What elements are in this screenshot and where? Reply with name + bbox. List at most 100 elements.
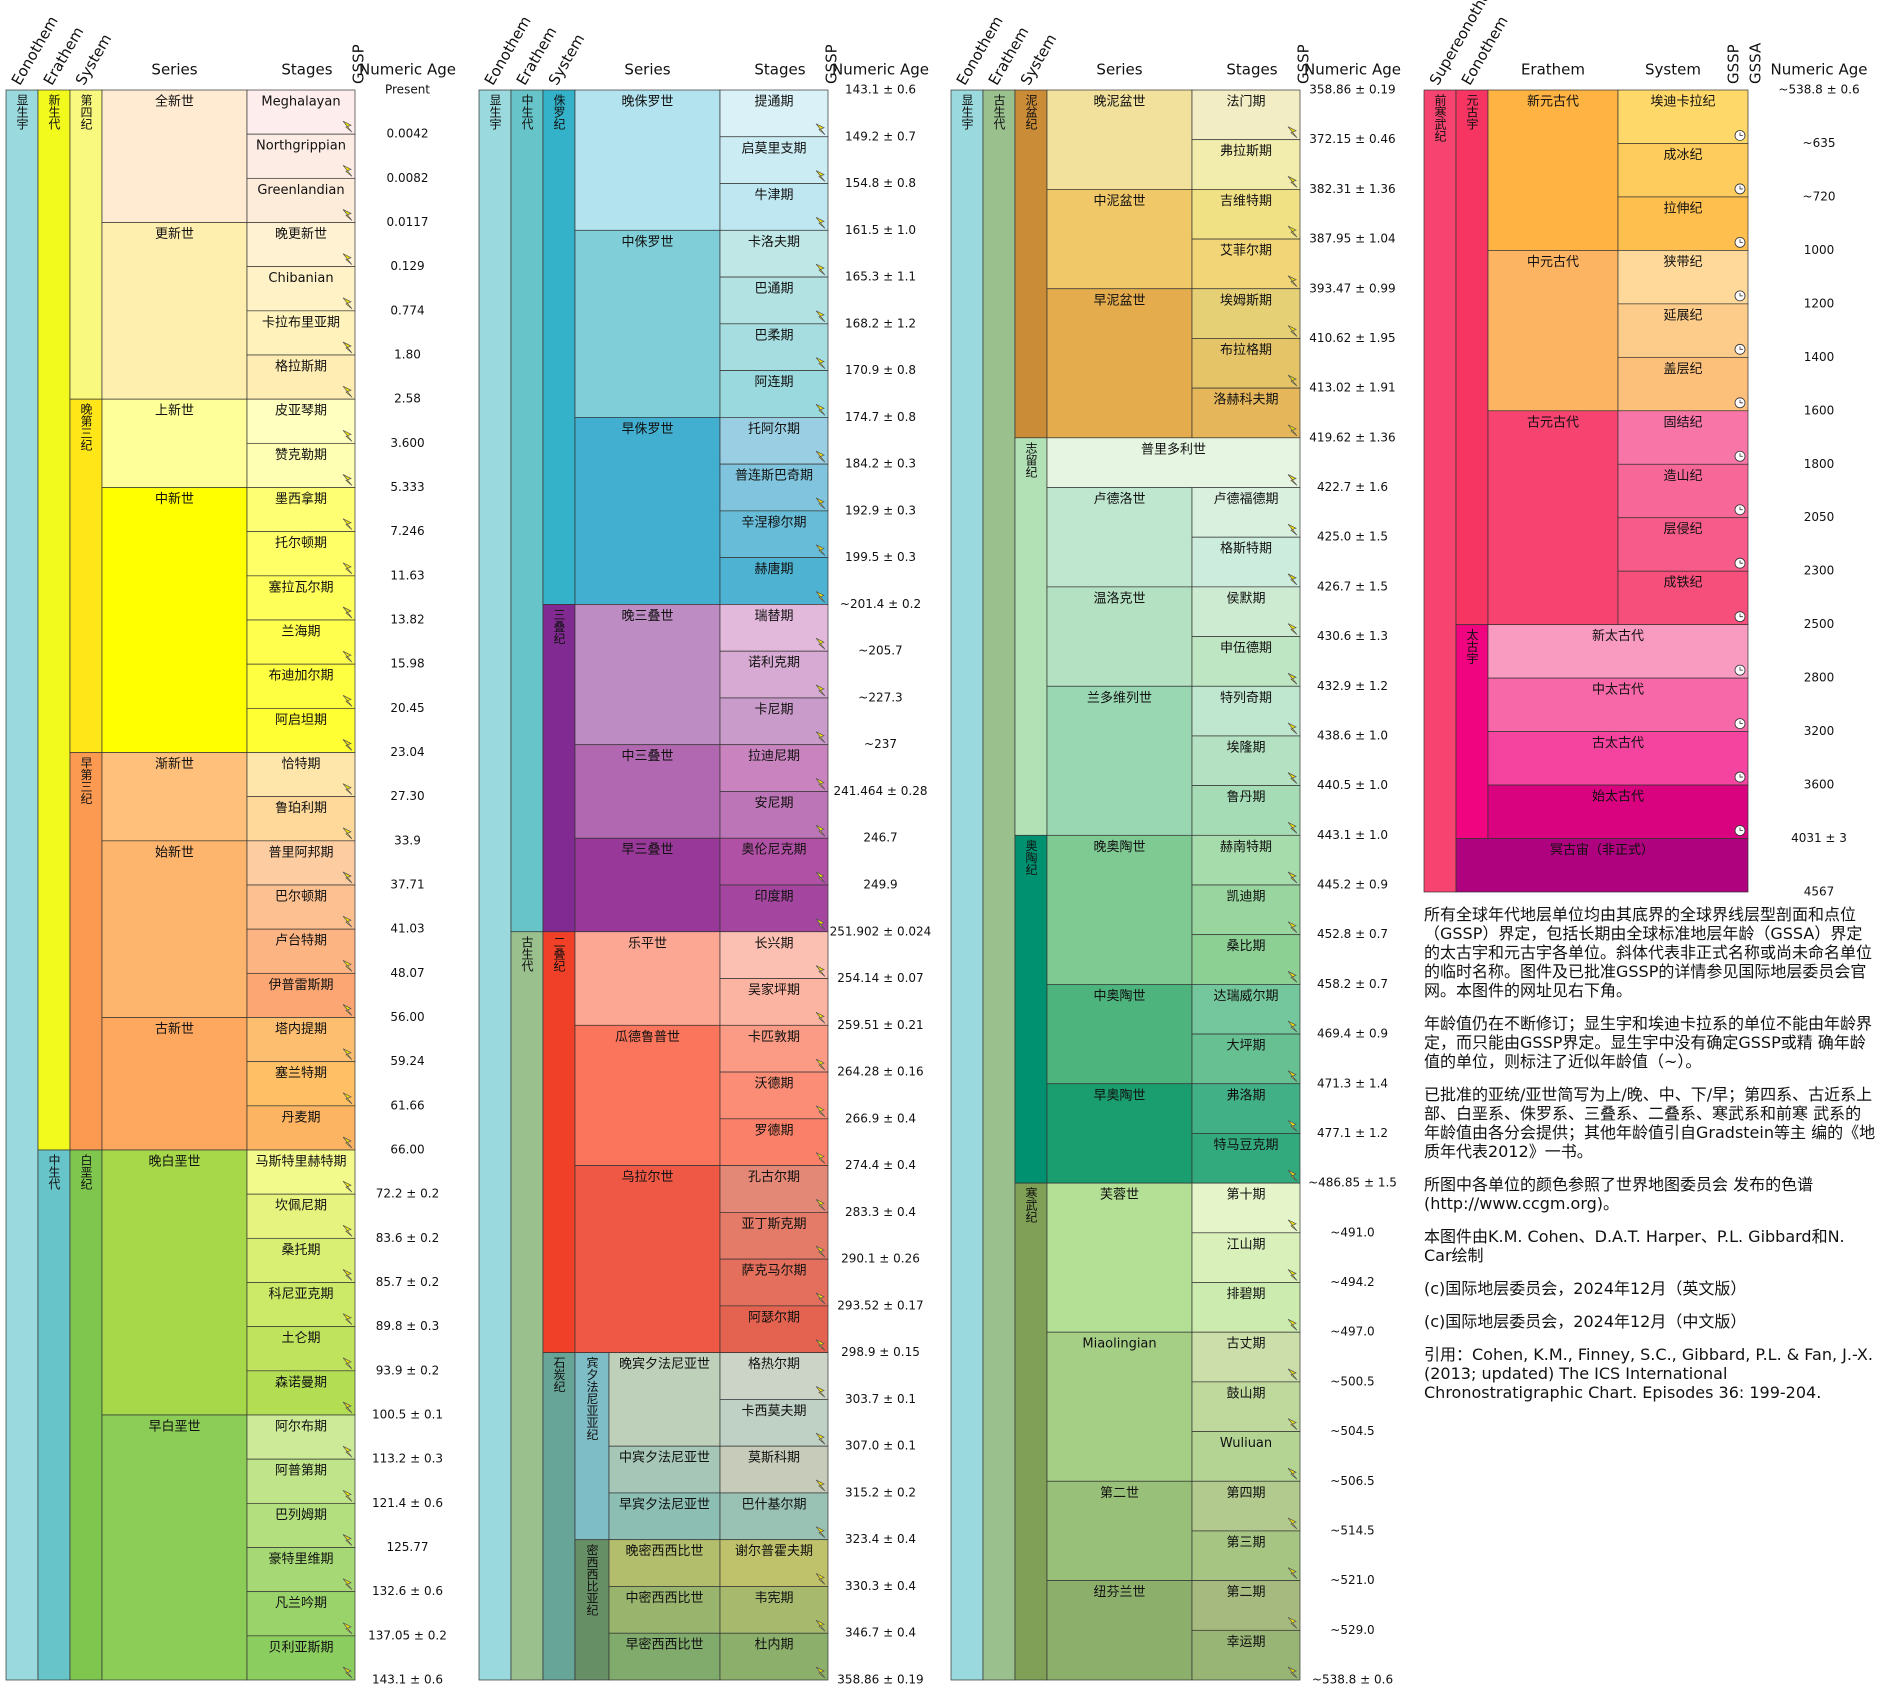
unit-label: 普连斯巴奇期	[735, 468, 813, 484]
unit-label: 阿瑟尔期	[748, 1310, 800, 1325]
numeric-age: 1.80	[394, 348, 421, 362]
unit-cell	[101, 398, 248, 488]
unit-label: 兰多维列世	[1087, 690, 1152, 706]
numeric-age: 452.8 ± 0.7	[1317, 927, 1388, 941]
unit-label: 新元古代	[1527, 94, 1579, 110]
unit-cell	[1487, 89, 1619, 251]
unit-cell	[246, 972, 356, 1018]
numeric-age: 0.0042	[387, 127, 429, 141]
numeric-age: 2050	[1804, 510, 1835, 524]
unit-cell	[574, 604, 721, 746]
unit-cell	[246, 354, 356, 400]
gssp-spike	[342, 1092, 353, 1105]
numeric-age: Present	[385, 83, 430, 97]
unit-cell	[1191, 1133, 1301, 1184]
unit-cell	[246, 1282, 356, 1328]
gssa-clock-hand	[1739, 292, 1743, 297]
unit-cell	[719, 744, 829, 792]
numeric-age: 66.00	[390, 1143, 424, 1157]
unit-label: 中奥陶世	[1093, 988, 1145, 1004]
unit-label: 第四期	[1226, 1486, 1265, 1501]
gssp-spike	[342, 1136, 353, 1149]
gssp-spike	[1287, 1070, 1298, 1083]
unit-cell	[1191, 338, 1301, 389]
gssp-spike	[342, 960, 353, 972]
unit-label: 阿连期	[754, 374, 793, 390]
unit-cell	[510, 89, 544, 933]
gssp-spike	[815, 1245, 826, 1258]
unit-label: 埃迪卡拉纪	[1650, 95, 1715, 110]
unit-label: 托尔顿期	[275, 536, 327, 551]
numeric-age: 125.77	[387, 1540, 429, 1554]
gssp-spike	[1287, 672, 1298, 685]
unit-label: 普里阿邦期	[268, 845, 333, 860]
unit-label: Northgrippian	[256, 139, 346, 154]
gssp-spike	[342, 165, 353, 177]
gssa-clock-hand	[1739, 506, 1743, 511]
unit-label: 渐新世	[155, 756, 194, 772]
gssa-clock-hand	[1739, 720, 1743, 724]
numeric-age: ~635	[1803, 136, 1836, 150]
numeric-age: 4031 ± 3	[1791, 831, 1847, 845]
unit-cell	[1191, 884, 1301, 936]
unit-cell	[246, 1591, 356, 1637]
unit-cell	[246, 1326, 356, 1372]
gssp-spike	[342, 1578, 353, 1590]
unit-label: 第三期	[1226, 1535, 1265, 1550]
unit-cell	[574, 1165, 721, 1353]
gssa-clock-hand	[1739, 774, 1743, 778]
unit-cell	[1014, 437, 1048, 836]
unit-cell	[1046, 685, 1193, 836]
gssp-spike	[815, 450, 826, 463]
unit-label: 恰特期	[281, 757, 320, 772]
numeric-age: 83.6 ± 0.2	[376, 1231, 440, 1245]
unit-label: 中生代	[47, 1153, 61, 1191]
gssp-spike	[1287, 623, 1298, 635]
unit-label: 塞兰特期	[275, 1065, 327, 1081]
gssp-spike	[342, 783, 353, 795]
unit-cell	[982, 89, 1016, 1681]
unit-cell	[246, 310, 356, 356]
gssp-spike	[342, 1180, 353, 1193]
unit-cell	[246, 575, 356, 621]
unit-cell	[246, 133, 356, 179]
gssp-spike	[815, 170, 826, 182]
unit-label: 狭带纪	[1663, 255, 1702, 270]
unit-cell	[719, 931, 829, 979]
unit-label: 申伍德期	[1220, 641, 1272, 656]
unit-cell	[1191, 1431, 1301, 1482]
numeric-age: 33.9	[394, 833, 421, 847]
unit-label: 温洛克世	[1093, 591, 1145, 606]
unit-cell	[719, 510, 829, 558]
unit-cell	[719, 697, 829, 746]
gssp-spike	[1287, 275, 1298, 288]
unit-label: 法门期	[1226, 95, 1265, 110]
unit-cell	[1487, 677, 1749, 732]
column-header: Stages	[754, 61, 805, 79]
unit-cell	[1617, 517, 1749, 572]
unit-label: 巴柔期	[754, 328, 793, 343]
gssp-spike	[1287, 772, 1298, 784]
gssp-spike	[342, 1534, 353, 1546]
numeric-age: 11.63	[390, 568, 424, 582]
unit-label: 萨克马尔期	[741, 1264, 806, 1279]
unit-label: 埃姆斯期	[1220, 293, 1272, 308]
unit-cell	[719, 1352, 829, 1400]
numeric-age: 41.03	[390, 922, 424, 936]
unit-label: 塔内提期	[275, 1021, 327, 1037]
gssp-spike	[1287, 225, 1298, 238]
unit-label: 赞克勒期	[275, 448, 327, 463]
unit-cell	[1014, 1182, 1048, 1681]
unit-cell	[719, 1305, 829, 1353]
numeric-age: 274.4 ± 0.4	[845, 1158, 916, 1172]
unit-label: 卡拉布里亚期	[262, 315, 340, 330]
unit-cell	[574, 1352, 610, 1541]
numeric-age: 251.902 ± 0.024	[830, 924, 932, 938]
gssp-spike	[815, 1479, 826, 1492]
unit-label: 卡尼期	[754, 702, 793, 717]
unit-label: 拉迪尼期	[748, 749, 800, 764]
unit-cell	[1191, 189, 1301, 240]
gssp-spike	[1287, 126, 1298, 138]
gssp-spike	[1287, 921, 1298, 933]
unit-label: 洛赫科夫期	[1213, 393, 1278, 408]
